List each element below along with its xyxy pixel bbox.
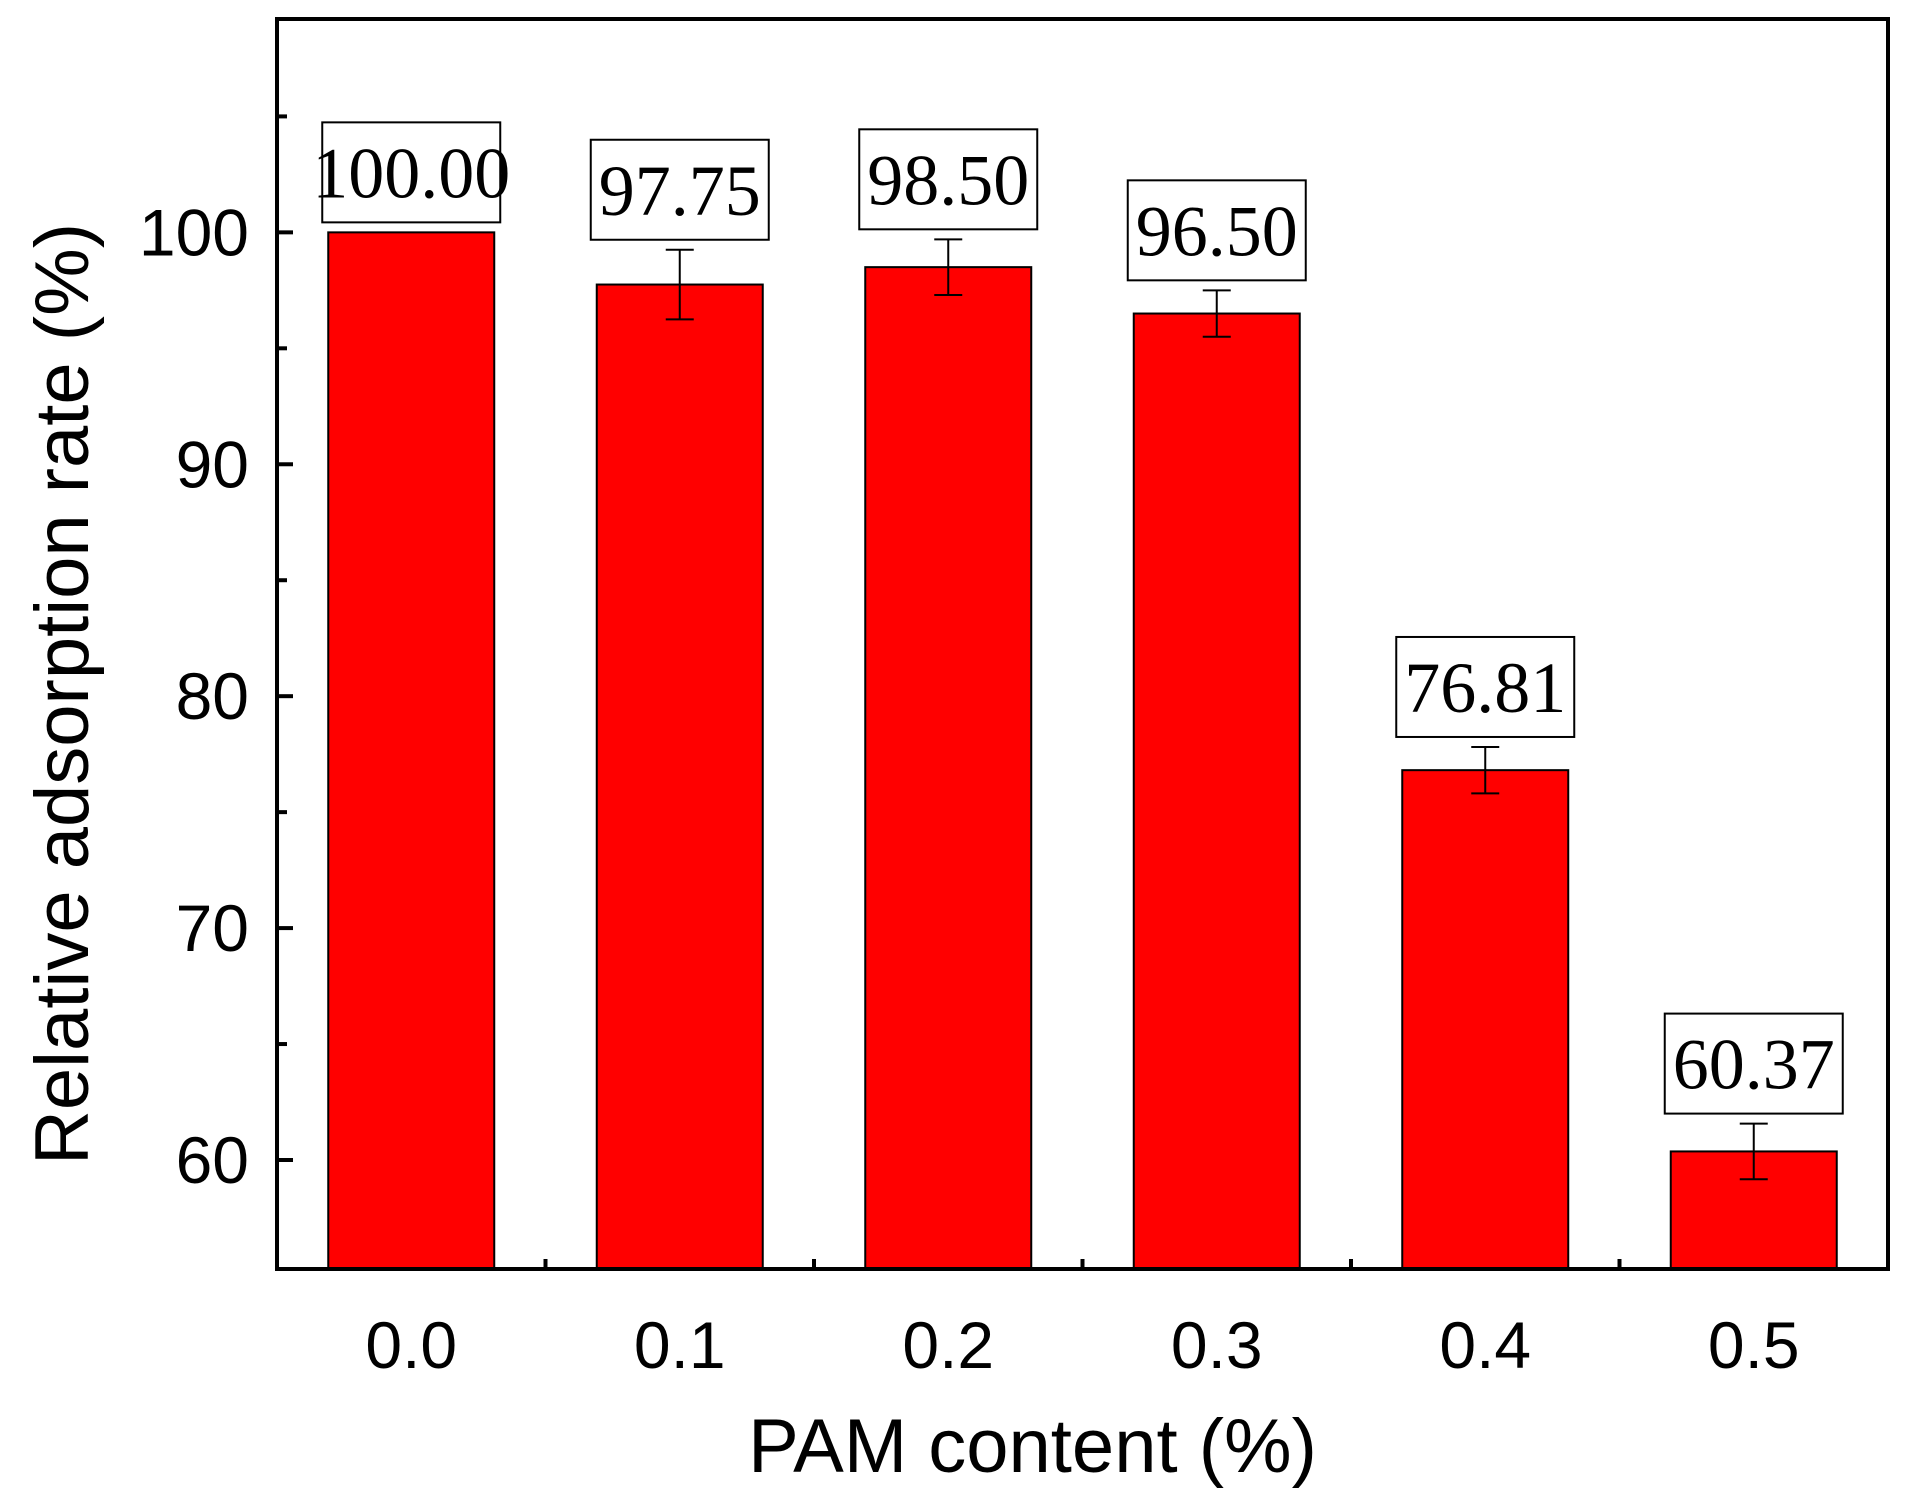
x-tick-label: 0.2: [902, 1308, 994, 1382]
x-tick-label: 0.5: [1708, 1308, 1800, 1382]
data-label-text: 96.50: [1136, 191, 1298, 271]
y-axis-title: Relative adsorption rate (%): [20, 223, 105, 1165]
y-tick-label: 80: [176, 659, 249, 733]
y-tick-label: 100: [139, 195, 249, 269]
bar: [864, 266, 1033, 1270]
plot-frame: [275, 17, 1890, 1271]
y-tick-label: 90: [176, 427, 249, 501]
data-label: 76.81: [1395, 635, 1576, 738]
data-label-text: 76.81: [1404, 648, 1566, 728]
x-tick-label: 0.4: [1439, 1308, 1531, 1382]
data-label: 100.00: [312, 121, 510, 224]
bar: [327, 231, 496, 1271]
bars-layer: [327, 231, 1838, 1271]
data-label-text: 98.50: [867, 140, 1029, 220]
data-label-box: [858, 128, 1039, 231]
x-tick-label: 0.0: [365, 1308, 457, 1382]
data-label-box: [589, 138, 770, 241]
x-tick-label: 0.3: [1171, 1308, 1263, 1382]
bar: [595, 283, 764, 1270]
data-label: 96.50: [1126, 179, 1307, 282]
error-bar: [665, 248, 694, 321]
data-label-box: [1663, 1012, 1844, 1115]
data-label-box: [1395, 635, 1576, 738]
bar: [1401, 769, 1570, 1270]
data-label-box: [321, 121, 502, 224]
data-label-text: 100.00: [312, 133, 510, 213]
data-label: 98.50: [858, 128, 1039, 231]
x-axis-title: PAM content (%): [748, 1404, 1317, 1489]
error-bars-layer: [665, 238, 1768, 1181]
data-label: 60.37: [1663, 1012, 1844, 1115]
error-bar: [1202, 289, 1231, 338]
data-label: 97.75: [589, 138, 770, 241]
x-axis: 0.0 0.1 0.2 0.3 0.4 0.5: [365, 1259, 1800, 1382]
error-bar: [1739, 1122, 1768, 1181]
data-label-text: 97.75: [599, 151, 761, 231]
data-label-text: 60.37: [1673, 1025, 1835, 1105]
y-tick-label: 60: [176, 1123, 249, 1197]
x-tick-label: 0.1: [634, 1308, 726, 1382]
bar: [1132, 312, 1301, 1270]
data-labels-layer: 100.00 97.75 98.50 96.50 76.81 60.37: [312, 121, 1844, 1115]
error-bar: [934, 238, 963, 296]
y-axis: 60 70 80 90 100: [139, 114, 293, 1197]
y-tick-label: 70: [176, 891, 249, 965]
data-label-box: [1126, 179, 1307, 282]
error-bar: [1471, 745, 1500, 795]
